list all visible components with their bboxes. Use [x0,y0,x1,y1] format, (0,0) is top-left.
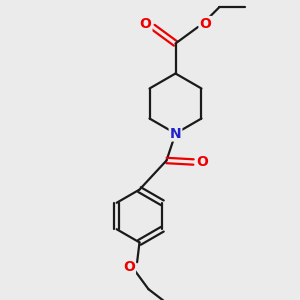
Text: O: O [200,17,211,31]
Text: N: N [170,127,181,140]
Text: O: O [196,155,208,169]
Text: O: O [123,260,135,274]
Text: O: O [140,17,152,31]
